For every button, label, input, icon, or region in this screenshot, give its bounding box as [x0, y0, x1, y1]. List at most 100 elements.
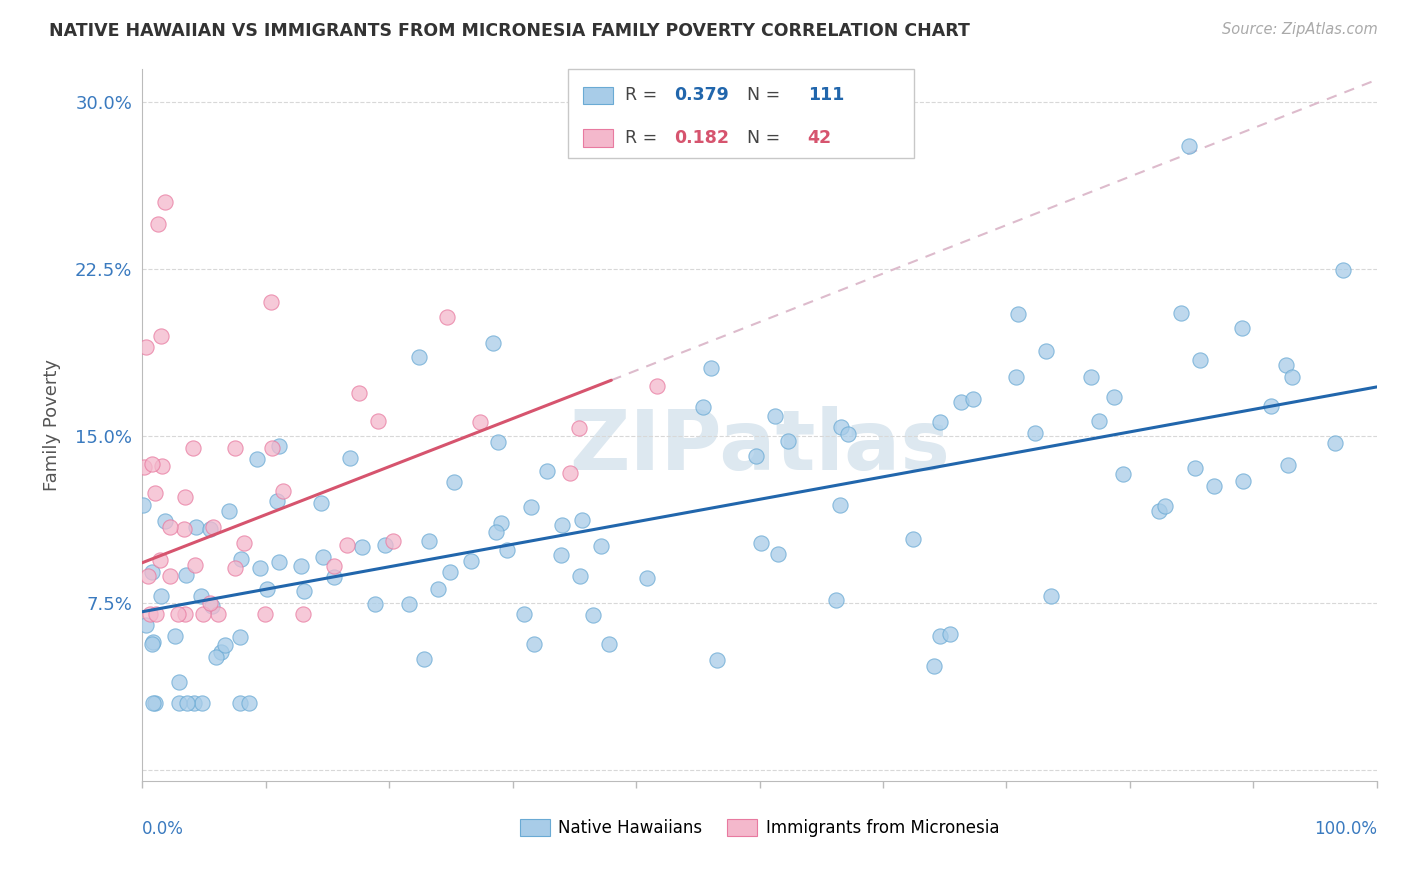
Point — [155, 514, 177, 528]
Point — [1170, 306, 1192, 320]
Point — [520, 500, 543, 515]
Point — [181, 441, 204, 455]
Point — [1039, 590, 1062, 604]
Point — [374, 538, 396, 552]
Text: 111: 111 — [807, 87, 844, 104]
Point — [699, 361, 721, 376]
Point — [837, 427, 859, 442]
Point — [568, 569, 591, 583]
Point — [1204, 479, 1226, 493]
Point — [949, 394, 972, 409]
Point — [163, 629, 186, 643]
Point — [1035, 344, 1057, 359]
Point — [174, 607, 197, 621]
Point — [224, 441, 246, 455]
Point — [134, 459, 156, 474]
Point — [135, 340, 157, 354]
Text: Source: ZipAtlas.com: Source: ZipAtlas.com — [1222, 22, 1378, 37]
Point — [323, 558, 346, 573]
Point — [485, 525, 508, 540]
Point — [198, 522, 221, 536]
Point — [598, 637, 620, 651]
Point — [647, 378, 669, 392]
Point — [207, 607, 229, 621]
Point — [408, 350, 430, 364]
Point — [1112, 467, 1135, 482]
Point — [132, 498, 155, 512]
Text: ZIPatlas: ZIPatlas — [569, 406, 950, 487]
Point — [141, 637, 163, 651]
Point — [142, 696, 165, 710]
Point — [146, 218, 169, 232]
Point — [512, 607, 534, 621]
Point — [939, 627, 962, 641]
Point — [135, 618, 157, 632]
Point — [491, 516, 513, 530]
Point — [412, 651, 434, 665]
Point — [167, 696, 190, 710]
Text: 0.379: 0.379 — [675, 87, 730, 104]
Point — [238, 696, 260, 710]
Point — [1277, 458, 1299, 472]
Point — [550, 548, 572, 562]
Point — [166, 607, 188, 621]
Point — [201, 520, 224, 534]
Text: 42: 42 — [807, 129, 832, 147]
Point — [262, 441, 284, 455]
Point — [749, 536, 772, 550]
Point — [486, 435, 509, 450]
Point — [1184, 461, 1206, 475]
Point — [496, 543, 519, 558]
Point — [136, 568, 159, 582]
Text: N =: N = — [737, 87, 786, 104]
Point — [214, 639, 236, 653]
Point — [291, 607, 314, 621]
Point — [143, 696, 166, 710]
Point — [928, 415, 950, 429]
Point — [550, 517, 572, 532]
Point — [482, 335, 505, 350]
Point — [167, 675, 190, 690]
Point — [159, 569, 181, 583]
Text: R =: R = — [624, 87, 662, 104]
Point — [174, 568, 197, 582]
Point — [439, 565, 461, 579]
Point — [460, 554, 482, 568]
Point — [364, 597, 387, 611]
Point — [427, 582, 450, 596]
Point — [229, 630, 252, 644]
Point — [523, 637, 546, 651]
Point — [190, 589, 212, 603]
Point — [218, 504, 240, 518]
Point — [153, 195, 176, 210]
Point — [339, 451, 361, 466]
Point — [201, 599, 224, 614]
Point — [191, 696, 214, 710]
Point — [825, 593, 848, 607]
Point — [336, 538, 359, 552]
Point — [381, 534, 404, 549]
Point — [145, 485, 167, 500]
Point — [224, 561, 246, 575]
Point — [1178, 139, 1201, 153]
Point — [1154, 499, 1177, 513]
FancyBboxPatch shape — [583, 87, 613, 103]
Point — [149, 552, 172, 566]
Point — [256, 582, 278, 596]
Point — [1260, 399, 1282, 413]
Point — [1024, 426, 1046, 441]
Point — [312, 549, 335, 564]
Point — [142, 635, 165, 649]
Point — [266, 494, 288, 508]
Point — [568, 421, 591, 435]
Point — [763, 409, 786, 423]
Point — [692, 400, 714, 414]
Point — [745, 449, 768, 463]
Text: N =: N = — [737, 129, 786, 147]
Point — [1331, 263, 1354, 277]
Point — [1232, 320, 1254, 334]
Point — [443, 475, 465, 489]
Point — [269, 439, 291, 453]
Point — [1189, 352, 1212, 367]
Point — [249, 561, 271, 575]
